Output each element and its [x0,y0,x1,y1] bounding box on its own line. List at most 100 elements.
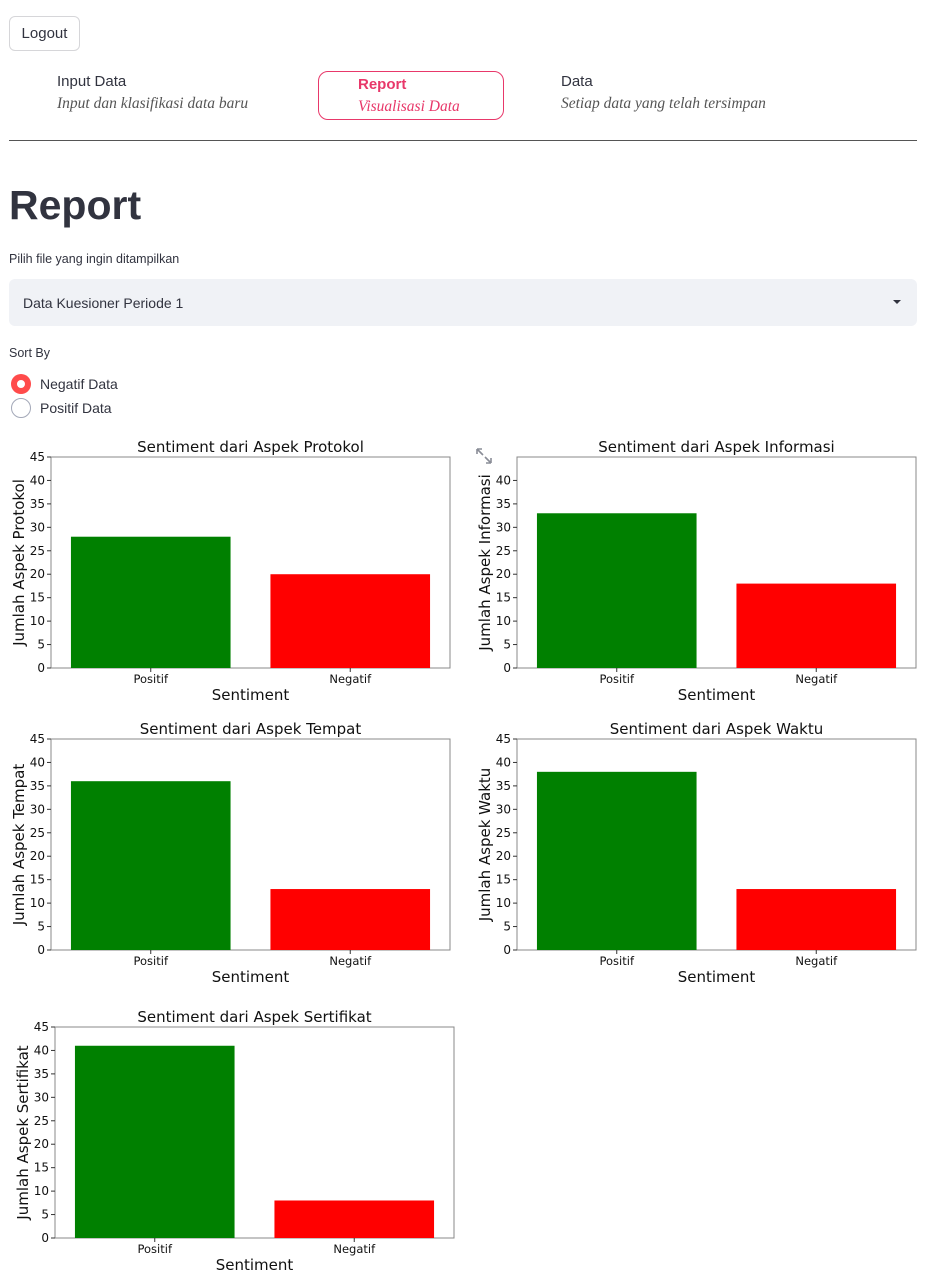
x-axis-label: Sentiment [678,968,756,986]
y-axis-label: Jumlah Aspek Informasi [476,474,494,652]
y-tick-label: 30 [496,802,511,816]
x-tick-label: Negatif [329,954,372,968]
y-tick-label: 45 [30,732,45,746]
radio-checked-icon [11,374,31,394]
y-tick-label: 15 [496,873,511,887]
chart-informasi: Sentiment dari Aspek Informasi 0 5 10 15 20 25… [466,434,926,704]
bar-negatif [736,583,897,668]
y-tick-label: 15 [30,591,45,605]
y-tick-label: 20 [34,1137,49,1151]
x-tick-label: Negatif [329,672,372,686]
file-select-label: Pilih file yang ingin ditampilkan [9,252,180,266]
nav-item-report[interactable]: Report Visualisasi Data [318,71,504,120]
chevron-down-icon [893,300,901,304]
y-tick-label: 45 [30,450,45,464]
y-tick-label: 25 [496,826,511,840]
logout-button[interactable]: Logout [9,16,80,51]
y-tick-label: 25 [30,544,45,558]
y-tick-label: 0 [37,661,45,675]
y-tick-label: 10 [30,896,45,910]
y-tick-label: 15 [496,591,511,605]
y-tick-label: 30 [496,520,511,534]
y-tick-label: 30 [30,520,45,534]
y-tick-label: 25 [30,826,45,840]
chart-title: Sentiment dari Aspek Waktu [610,720,824,738]
nav-divider [9,140,917,141]
y-tick-label: 10 [34,1184,49,1198]
bar-positif [536,771,697,950]
file-select[interactable]: Data Kuesioner Periode 1 [9,279,917,326]
sort-by-label: Sort By [9,346,50,360]
nav-label: Report [358,76,407,93]
x-tick-label: Positif [134,672,169,686]
bar-negatif [274,1200,435,1238]
y-tick-label: 5 [503,920,511,934]
y-tick-label: 45 [34,1020,49,1034]
y-axis-label: Jumlah Aspek Tempat [10,764,28,927]
x-axis-label: Sentiment [216,1256,294,1274]
y-tick-label: 0 [503,943,511,957]
page-title: Report [9,182,142,228]
x-tick-label: Positif [600,954,635,968]
y-tick-label: 15 [34,1161,49,1175]
y-tick-label: 40 [496,755,511,769]
chart-protokol: Sentiment dari Aspek Protokol 0 5 10 15 20 25 3… [0,434,460,704]
bar-negatif [736,889,897,950]
radio-label: Negatif Data [40,376,118,392]
bar-negatif [270,574,431,668]
radio-negatif-data[interactable]: Negatif Data [11,374,118,394]
chart-tempat: Sentiment dari Aspek Tempat 0 5 10 15 20 25 30 3… [0,716,460,986]
y-axis-label: Jumlah Aspek Sertifikat [14,1045,32,1220]
radio-unchecked-icon [11,398,31,418]
y-tick-label: 20 [496,567,511,581]
bar-negatif [270,889,431,950]
bar-positif [536,513,697,668]
radio-label: Positif Data [40,400,112,416]
bar-positif [74,1045,235,1238]
file-select-value: Data Kuesioner Periode 1 [23,294,184,311]
y-axis-label: Jumlah Aspek Protokol [10,479,28,647]
nav-item-input-data[interactable]: Input Data Input dan klasifikasi data ba… [57,71,297,120]
expand-icon[interactable] [475,447,493,465]
y-tick-label: 10 [30,614,45,628]
chart-title: Sentiment dari Aspek Protokol [137,438,364,456]
bar-positif [70,536,231,668]
nav-sublabel: Visualisasi Data [358,98,460,115]
y-tick-label: 20 [30,849,45,863]
y-tick-label: 35 [496,779,511,793]
y-tick-label: 45 [496,732,511,746]
x-axis-label: Sentiment [212,686,290,704]
x-tick-label: Positif [138,1242,173,1256]
y-tick-label: 30 [30,802,45,816]
x-axis-label: Sentiment [678,686,756,704]
y-tick-label: 0 [37,943,45,957]
nav-item-data[interactable]: Data Setiap data yang telah tersimpan [561,71,841,120]
nav-sublabel: Input dan klasifikasi data baru [57,95,249,112]
x-axis-label: Sentiment [212,968,290,986]
y-tick-label: 10 [496,896,511,910]
y-tick-label: 5 [503,638,511,652]
y-tick-label: 40 [496,473,511,487]
nav-label: Input Data [57,73,127,90]
y-tick-label: 10 [496,614,511,628]
y-tick-label: 35 [30,497,45,511]
y-tick-label: 35 [496,497,511,511]
y-tick-label: 25 [496,544,511,558]
x-tick-label: Negatif [333,1242,376,1256]
chart-title: Sentiment dari Aspek Sertifikat [137,1008,371,1026]
y-tick-label: 35 [30,779,45,793]
y-tick-label: 0 [41,1231,49,1245]
x-tick-label: Negatif [795,954,838,968]
y-tick-label: 30 [34,1090,49,1104]
y-tick-label: 40 [30,755,45,769]
y-tick-label: 40 [30,473,45,487]
chart-waktu: Sentiment dari Aspek Waktu 0 5 10 15 20 25 30 35… [466,716,926,986]
y-tick-label: 40 [34,1043,49,1057]
chart-title: Sentiment dari Aspek Informasi [598,438,834,456]
radio-positif-data[interactable]: Positif Data [11,398,112,418]
y-tick-label: 20 [496,849,511,863]
chart-title: Sentiment dari Aspek Tempat [140,720,362,738]
y-tick-label: 20 [30,567,45,581]
x-tick-label: Positif [134,954,169,968]
chart-sertifikat: Sentiment dari Aspek Sertifikat 0 5 10 15 20 2… [4,1004,464,1274]
